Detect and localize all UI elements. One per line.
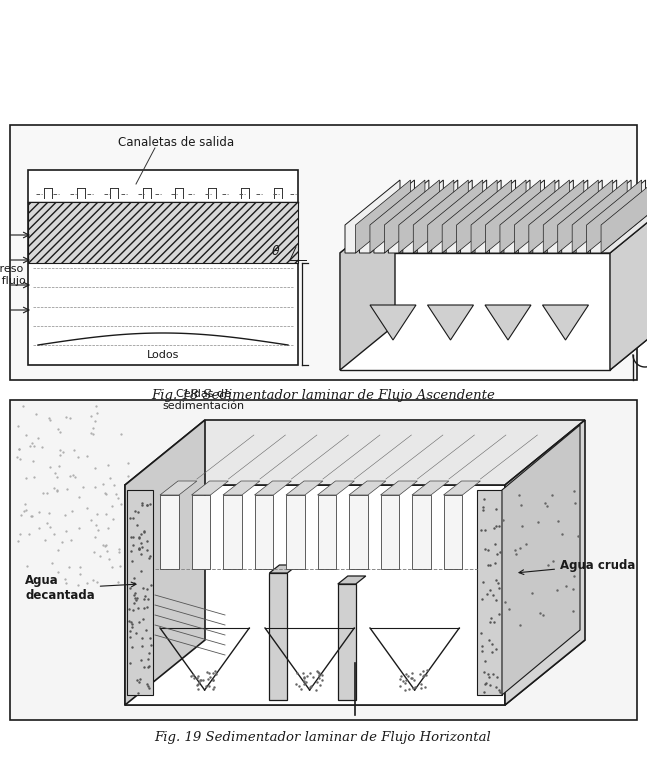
- Polygon shape: [403, 180, 468, 253]
- Polygon shape: [413, 180, 468, 253]
- Polygon shape: [338, 584, 356, 700]
- Polygon shape: [374, 180, 439, 253]
- Polygon shape: [269, 565, 298, 573]
- Polygon shape: [340, 208, 395, 370]
- Polygon shape: [502, 425, 580, 695]
- Polygon shape: [442, 180, 497, 253]
- Polygon shape: [125, 485, 505, 705]
- Polygon shape: [223, 481, 260, 495]
- Polygon shape: [192, 495, 210, 568]
- Polygon shape: [338, 576, 366, 584]
- Polygon shape: [485, 180, 540, 253]
- Polygon shape: [349, 481, 386, 495]
- Polygon shape: [428, 305, 474, 340]
- Polygon shape: [601, 180, 647, 253]
- Polygon shape: [432, 180, 497, 253]
- Polygon shape: [28, 202, 298, 263]
- Polygon shape: [125, 640, 585, 705]
- Bar: [28, 170, 298, 365]
- Polygon shape: [443, 495, 463, 568]
- Text: Fig. 19 Sedimentador laminar de Flujo Horizontal: Fig. 19 Sedimentador laminar de Flujo Ho…: [155, 732, 491, 745]
- Polygon shape: [125, 420, 205, 705]
- Polygon shape: [576, 180, 642, 253]
- Polygon shape: [388, 180, 454, 253]
- Text: θ: θ: [272, 245, 280, 258]
- Text: Agua cruda: Agua cruda: [519, 558, 635, 574]
- Text: Agua
decantada: Agua decantada: [25, 574, 136, 602]
- Polygon shape: [380, 481, 417, 495]
- Polygon shape: [384, 180, 439, 253]
- Polygon shape: [318, 495, 336, 568]
- Polygon shape: [360, 180, 425, 253]
- Polygon shape: [349, 495, 368, 568]
- Polygon shape: [340, 208, 647, 253]
- Polygon shape: [518, 180, 584, 253]
- Polygon shape: [529, 180, 584, 253]
- Polygon shape: [547, 180, 613, 253]
- Bar: [10, 125, 637, 380]
- Polygon shape: [286, 481, 323, 495]
- Polygon shape: [504, 180, 569, 253]
- Polygon shape: [355, 180, 410, 253]
- Polygon shape: [160, 481, 197, 495]
- Polygon shape: [475, 180, 540, 253]
- Polygon shape: [223, 495, 242, 568]
- Polygon shape: [370, 305, 416, 340]
- Polygon shape: [286, 495, 305, 568]
- Polygon shape: [160, 495, 179, 568]
- Polygon shape: [417, 180, 483, 253]
- Polygon shape: [446, 180, 512, 253]
- Polygon shape: [380, 495, 399, 568]
- Polygon shape: [370, 180, 425, 253]
- Polygon shape: [485, 305, 531, 340]
- Polygon shape: [318, 481, 355, 495]
- Polygon shape: [543, 180, 598, 253]
- Text: Fig. 18 Sedimentador laminar de Flujo Ascendente: Fig. 18 Sedimentador laminar de Flujo As…: [151, 389, 495, 401]
- Polygon shape: [340, 325, 647, 370]
- Polygon shape: [505, 420, 585, 705]
- Polygon shape: [457, 180, 512, 253]
- Polygon shape: [254, 495, 274, 568]
- Bar: [10, 400, 637, 720]
- Polygon shape: [558, 180, 613, 253]
- Polygon shape: [591, 180, 647, 253]
- Polygon shape: [340, 253, 610, 370]
- Polygon shape: [572, 180, 627, 253]
- Polygon shape: [471, 180, 526, 253]
- Polygon shape: [428, 180, 483, 253]
- Polygon shape: [500, 180, 555, 253]
- Polygon shape: [412, 481, 449, 495]
- Polygon shape: [461, 180, 526, 253]
- Polygon shape: [127, 490, 153, 695]
- Polygon shape: [514, 180, 569, 253]
- Text: Celdas de
sedimentación: Celdas de sedimentación: [162, 389, 245, 411]
- Polygon shape: [562, 180, 627, 253]
- Text: Lodos: Lodos: [147, 350, 179, 360]
- Polygon shape: [532, 180, 598, 253]
- Polygon shape: [489, 180, 555, 253]
- Polygon shape: [587, 180, 642, 253]
- Text: Canaletas de salida: Canaletas de salida: [118, 136, 235, 149]
- Polygon shape: [399, 180, 454, 253]
- Polygon shape: [192, 481, 228, 495]
- Polygon shape: [610, 208, 647, 370]
- Polygon shape: [254, 481, 291, 495]
- Text: Ingreso
del flujo: Ingreso del flujo: [0, 264, 25, 286]
- Polygon shape: [477, 490, 502, 695]
- Polygon shape: [443, 481, 481, 495]
- Polygon shape: [412, 495, 431, 568]
- Polygon shape: [125, 420, 585, 485]
- Polygon shape: [345, 180, 410, 253]
- Polygon shape: [269, 573, 287, 700]
- Polygon shape: [542, 305, 589, 340]
- Polygon shape: [395, 208, 647, 325]
